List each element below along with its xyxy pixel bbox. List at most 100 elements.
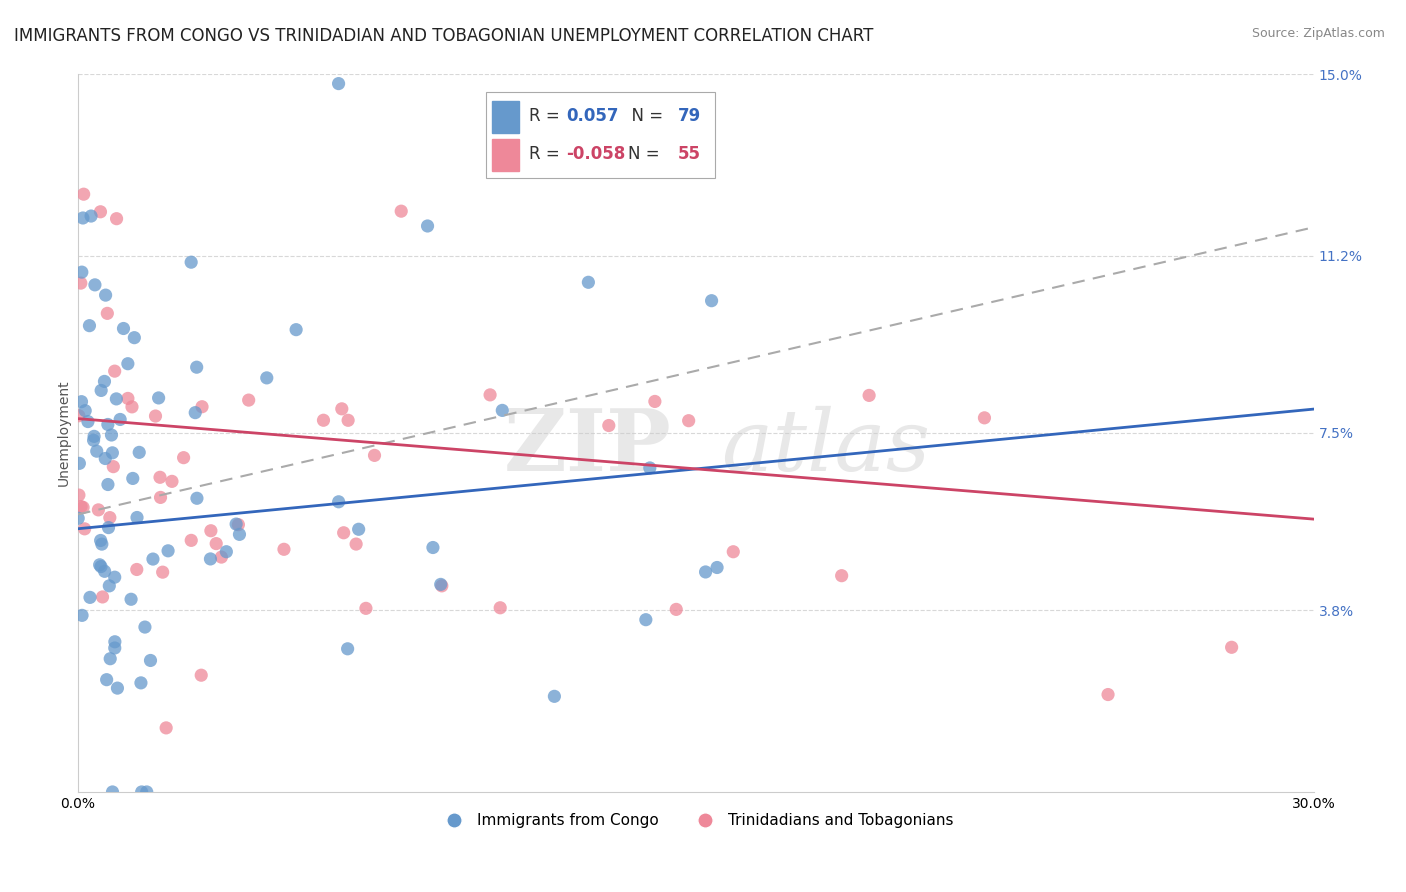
- FancyBboxPatch shape: [492, 101, 519, 133]
- Point: [1220, 640, 1243, 655]
- Point: [337, 413, 360, 427]
- Point: [145, 409, 167, 423]
- Point: [70, 608, 93, 623]
- Point: [148, 391, 170, 405]
- Point: [678, 414, 700, 428]
- Point: [139, 653, 162, 667]
- Point: [225, 517, 247, 532]
- Point: [97, 520, 120, 534]
- Point: [84, 277, 107, 292]
- Point: [93, 375, 115, 389]
- Point: [90, 537, 112, 551]
- Point: [90, 559, 112, 574]
- Point: [90, 384, 112, 398]
- Point: [389, 204, 412, 219]
- Point: [96, 673, 118, 687]
- Point: [112, 321, 135, 335]
- Text: Source: ZipAtlas.com: Source: ZipAtlas.com: [1251, 27, 1385, 40]
- Point: [543, 690, 565, 704]
- Point: [101, 785, 124, 799]
- Point: [97, 477, 120, 491]
- Point: [695, 565, 717, 579]
- Point: [155, 721, 177, 735]
- Text: IMMIGRANTS FROM CONGO VS TRINIDADIAN AND TOBAGONIAN UNEMPLOYMENT CORRELATION CHA: IMMIGRANTS FROM CONGO VS TRINIDADIAN AND…: [14, 27, 873, 45]
- Point: [973, 410, 995, 425]
- Point: [256, 371, 278, 385]
- Point: [491, 403, 513, 417]
- Point: [121, 400, 143, 414]
- Point: [72, 211, 94, 225]
- Legend: Immigrants from Congo, Trinidadians and Tobagonians: Immigrants from Congo, Trinidadians and …: [433, 807, 959, 835]
- Point: [121, 471, 143, 485]
- Text: N =: N =: [620, 107, 668, 125]
- FancyBboxPatch shape: [486, 92, 714, 178]
- Point: [858, 388, 880, 402]
- Point: [83, 429, 105, 443]
- Point: [97, 417, 120, 432]
- Point: [598, 418, 620, 433]
- Point: [67, 456, 90, 470]
- Point: [70, 265, 93, 279]
- Point: [108, 412, 131, 426]
- Point: [86, 444, 108, 458]
- Point: [576, 275, 599, 289]
- Point: [200, 552, 222, 566]
- Text: R =: R =: [529, 107, 565, 125]
- Text: atlas: atlas: [721, 406, 929, 489]
- Point: [105, 211, 128, 226]
- Point: [70, 394, 93, 409]
- Point: [354, 601, 377, 615]
- Point: [105, 392, 128, 406]
- Point: [180, 533, 202, 548]
- Point: [125, 510, 148, 524]
- Text: -0.058: -0.058: [567, 145, 626, 163]
- Point: [131, 785, 153, 799]
- Point: [124, 331, 146, 345]
- Point: [142, 552, 165, 566]
- Point: [104, 640, 127, 655]
- Point: [91, 590, 114, 604]
- Point: [430, 579, 453, 593]
- Point: [173, 450, 195, 465]
- Point: [228, 527, 250, 541]
- Point: [149, 491, 172, 505]
- Point: [328, 495, 350, 509]
- Point: [215, 545, 238, 559]
- Point: [93, 564, 115, 578]
- Y-axis label: Unemployment: Unemployment: [58, 380, 72, 486]
- Point: [332, 525, 354, 540]
- Point: [89, 558, 111, 572]
- Point: [80, 209, 103, 223]
- Point: [103, 459, 125, 474]
- Point: [344, 537, 367, 551]
- Point: [98, 579, 121, 593]
- Point: [79, 591, 101, 605]
- Point: [186, 360, 208, 375]
- Point: [200, 524, 222, 538]
- Point: [479, 388, 502, 402]
- Point: [228, 517, 250, 532]
- Point: [149, 470, 172, 484]
- Point: [89, 204, 111, 219]
- Point: [634, 613, 657, 627]
- Point: [205, 536, 228, 550]
- Text: N =: N =: [628, 145, 665, 163]
- Point: [330, 401, 353, 416]
- Point: [90, 533, 112, 548]
- Text: ZIP: ZIP: [503, 405, 671, 490]
- Point: [723, 545, 745, 559]
- Point: [422, 541, 444, 555]
- Point: [157, 544, 180, 558]
- Point: [73, 522, 96, 536]
- Point: [98, 651, 121, 665]
- Point: [416, 219, 439, 233]
- Point: [77, 415, 100, 429]
- Point: [135, 785, 157, 799]
- Point: [70, 500, 93, 514]
- Point: [98, 510, 121, 524]
- Point: [180, 255, 202, 269]
- Point: [363, 449, 385, 463]
- Point: [120, 592, 142, 607]
- Point: [190, 668, 212, 682]
- Point: [87, 503, 110, 517]
